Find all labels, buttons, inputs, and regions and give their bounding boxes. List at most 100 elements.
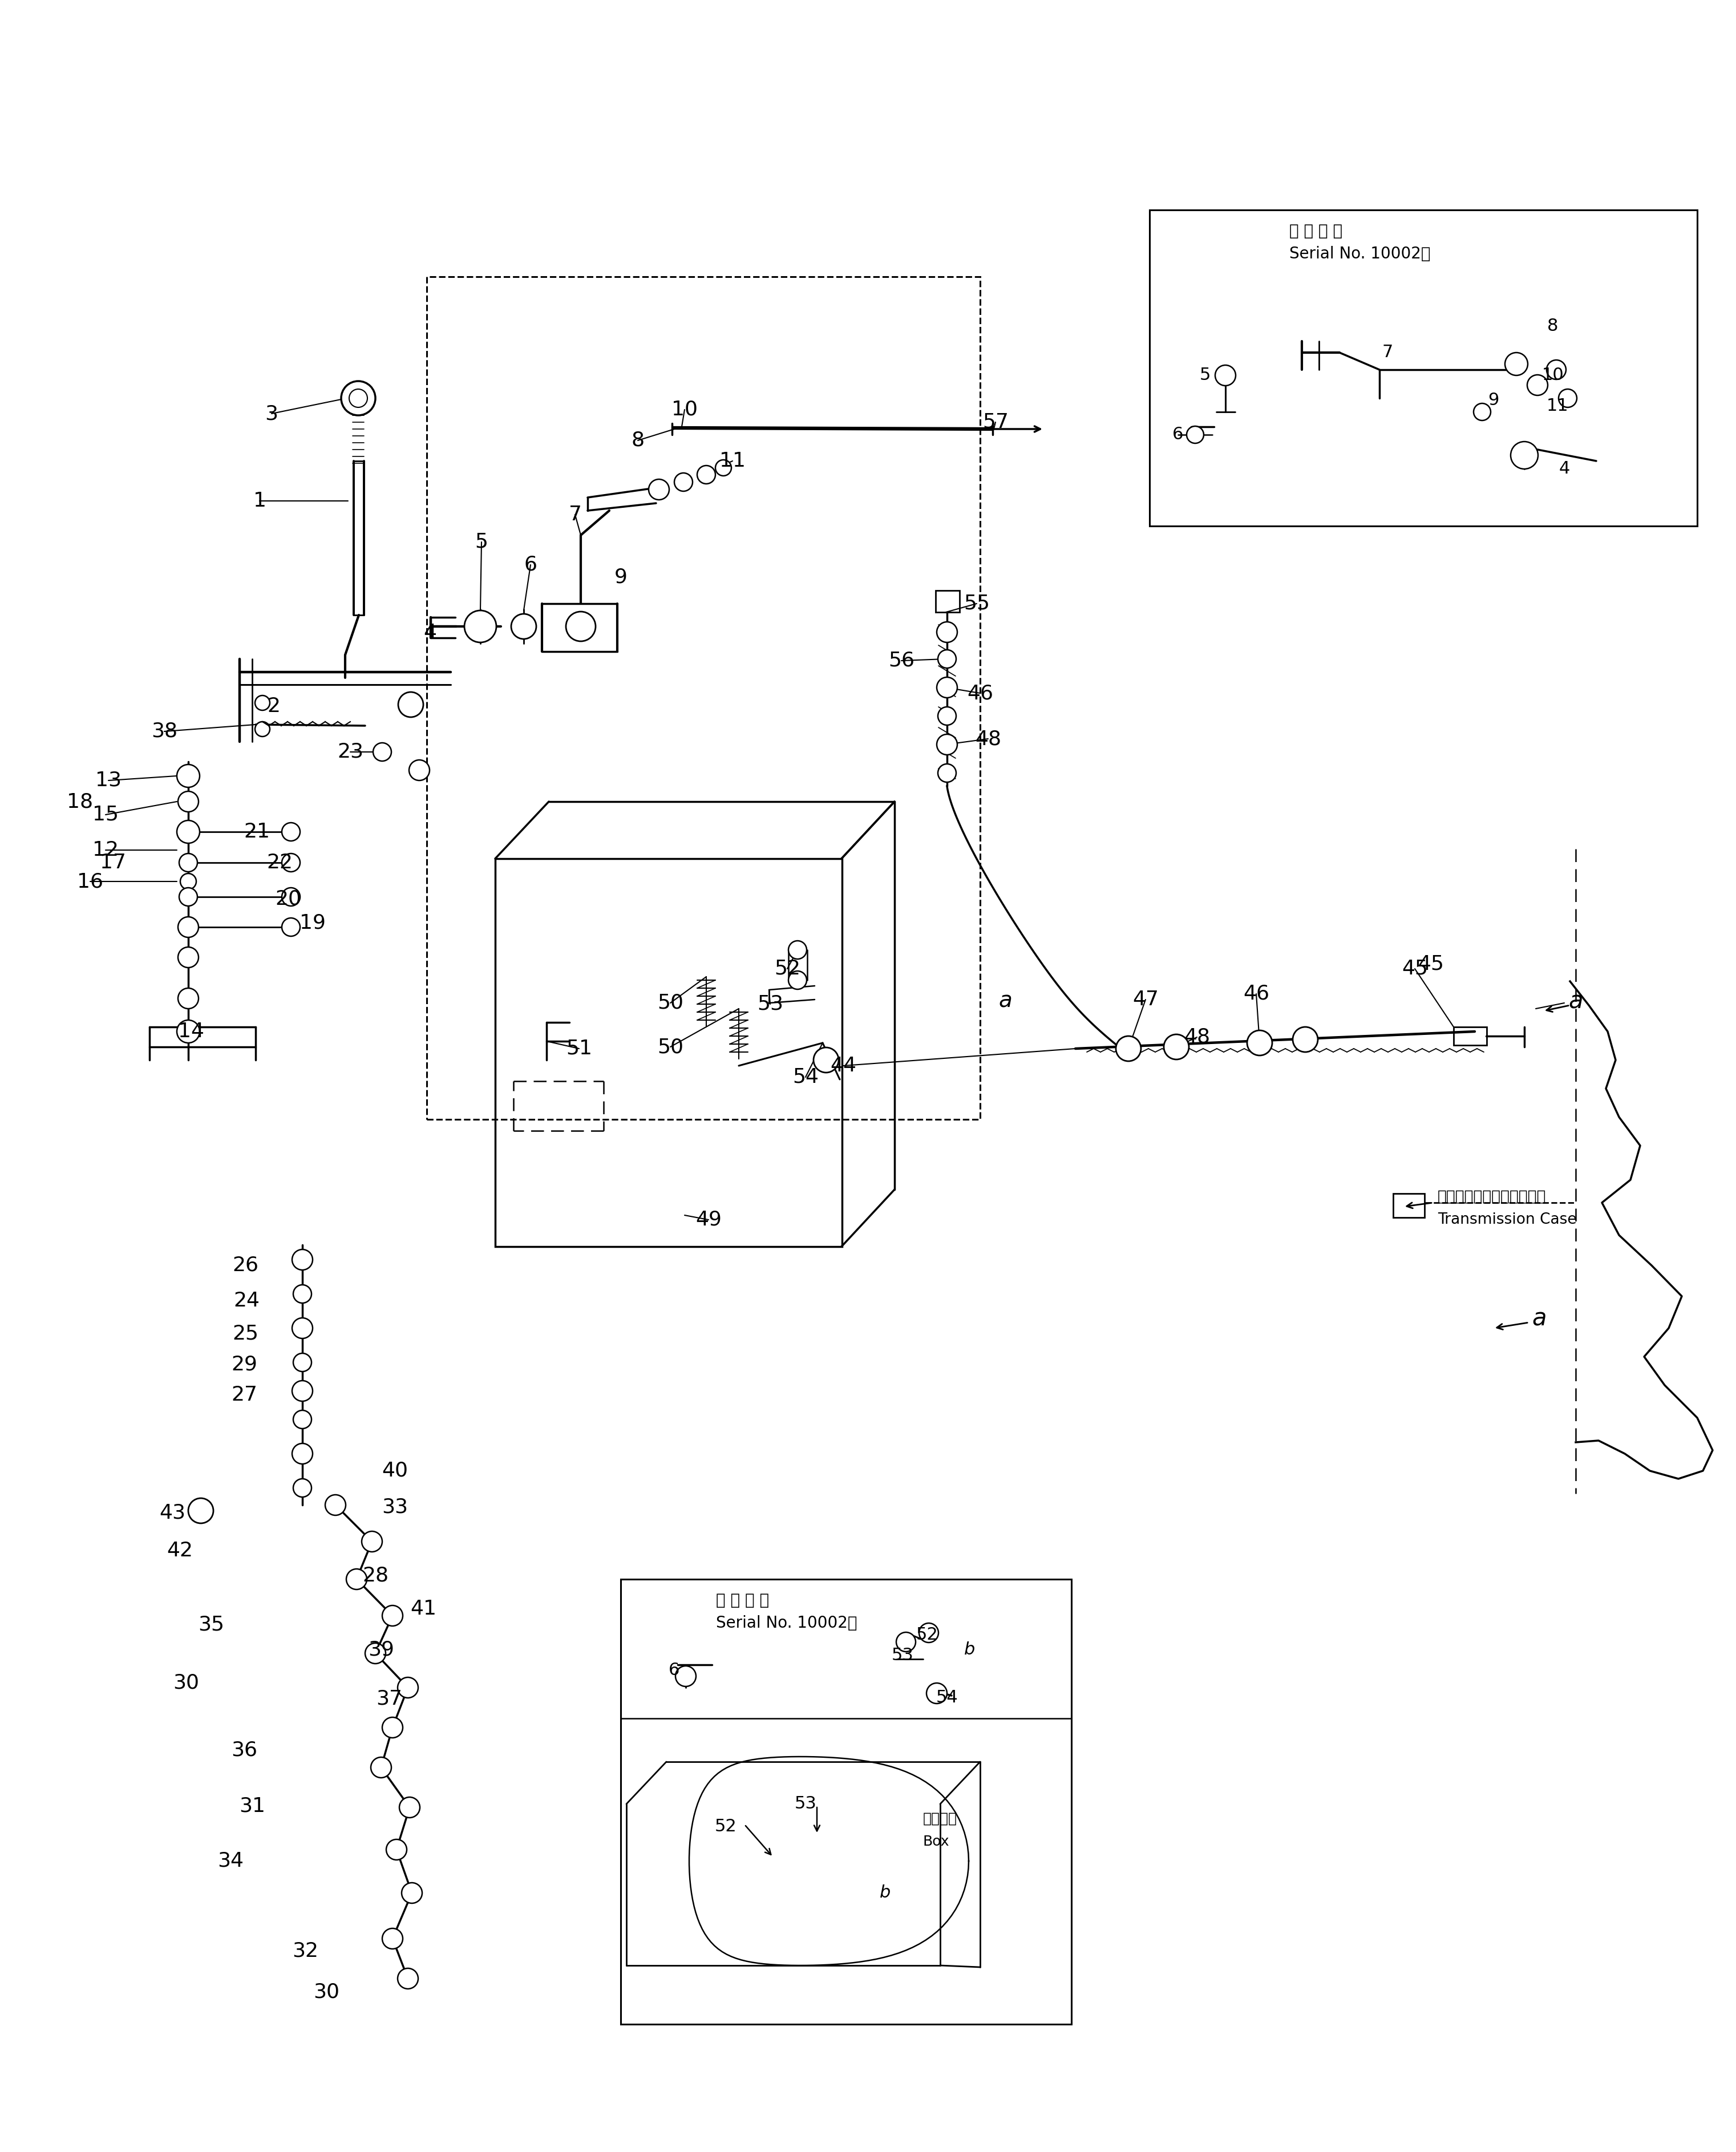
Text: 適 用 号 機: 適 用 号 機	[1290, 224, 1342, 239]
Circle shape	[382, 1928, 403, 1950]
Text: b: b	[963, 1642, 976, 1659]
Text: 40: 40	[382, 1461, 408, 1481]
Text: 10: 10	[1542, 368, 1564, 383]
Text: 8: 8	[632, 430, 644, 450]
Circle shape	[788, 940, 807, 960]
Circle shape	[179, 792, 198, 811]
Text: a: a	[1531, 1306, 1547, 1332]
Text: 39: 39	[368, 1640, 394, 1659]
Text: 31: 31	[240, 1797, 266, 1816]
Text: 1: 1	[253, 491, 266, 510]
Text: 29: 29	[231, 1356, 257, 1375]
Text: 45: 45	[1418, 955, 1444, 975]
Text: 3: 3	[266, 405, 278, 424]
Circle shape	[1474, 402, 1491, 420]
Circle shape	[715, 461, 731, 476]
Circle shape	[281, 854, 300, 872]
Text: Transmission Case: Transmission Case	[1437, 1212, 1576, 1227]
Circle shape	[292, 1250, 312, 1270]
Text: 24: 24	[233, 1291, 260, 1311]
Text: 41: 41	[410, 1599, 436, 1618]
Text: 53: 53	[795, 1795, 816, 1812]
Circle shape	[187, 1498, 214, 1524]
Circle shape	[255, 695, 269, 710]
Text: 18: 18	[66, 792, 94, 811]
Circle shape	[814, 1048, 838, 1072]
Circle shape	[1215, 366, 1236, 385]
Circle shape	[382, 1605, 403, 1627]
Circle shape	[372, 1758, 391, 1778]
Circle shape	[937, 650, 957, 667]
Circle shape	[1187, 426, 1203, 443]
Circle shape	[365, 1644, 385, 1663]
Circle shape	[398, 1676, 418, 1698]
Text: 38: 38	[151, 721, 177, 740]
Text: 14: 14	[179, 1022, 205, 1042]
Text: 54: 54	[792, 1067, 819, 1087]
Text: 57: 57	[983, 413, 1009, 433]
Text: 6: 6	[1172, 426, 1184, 443]
Text: a: a	[1568, 990, 1583, 1014]
Circle shape	[937, 706, 957, 725]
Circle shape	[255, 721, 269, 736]
Circle shape	[649, 480, 668, 499]
Text: 20: 20	[274, 889, 302, 908]
Circle shape	[566, 611, 595, 641]
Text: 54: 54	[936, 1689, 958, 1707]
Circle shape	[361, 1532, 382, 1552]
Text: Serial No. 10002～: Serial No. 10002～	[1290, 245, 1430, 263]
Circle shape	[325, 1496, 345, 1515]
Text: 9: 9	[615, 568, 627, 587]
Circle shape	[349, 390, 368, 407]
Text: 15: 15	[92, 805, 118, 824]
Text: 5: 5	[1200, 368, 1210, 383]
Circle shape	[385, 1840, 406, 1859]
Text: a: a	[998, 990, 1012, 1011]
Circle shape	[401, 1883, 422, 1902]
Text: 36: 36	[231, 1741, 257, 1760]
Circle shape	[177, 1020, 200, 1044]
Circle shape	[1559, 390, 1576, 407]
Text: 22: 22	[266, 852, 293, 872]
Circle shape	[179, 889, 198, 906]
Text: 13: 13	[95, 770, 122, 790]
Text: 53: 53	[757, 994, 783, 1014]
Text: 33: 33	[382, 1498, 408, 1517]
Circle shape	[398, 693, 424, 717]
Circle shape	[1547, 359, 1566, 379]
Circle shape	[179, 947, 198, 968]
Circle shape	[927, 1683, 948, 1704]
Circle shape	[1293, 1027, 1318, 1052]
Circle shape	[293, 1410, 311, 1429]
Circle shape	[698, 465, 715, 484]
Text: 10: 10	[672, 400, 698, 420]
Text: 12: 12	[92, 841, 118, 861]
Text: b: b	[880, 1885, 891, 1900]
Text: 47: 47	[1132, 990, 1158, 1009]
Circle shape	[179, 854, 198, 872]
Circle shape	[177, 820, 200, 844]
Text: 27: 27	[231, 1386, 257, 1405]
Text: 46: 46	[967, 684, 993, 704]
Circle shape	[399, 1797, 420, 1818]
Text: 50: 50	[658, 994, 684, 1014]
Text: 45: 45	[1401, 960, 1429, 979]
Circle shape	[281, 889, 300, 906]
Text: 7: 7	[1382, 344, 1392, 362]
Circle shape	[382, 1717, 403, 1739]
Circle shape	[896, 1631, 915, 1651]
Bar	[621, 1580, 1071, 2025]
Text: 4: 4	[424, 624, 437, 643]
Text: 6: 6	[524, 555, 536, 575]
Text: 52: 52	[774, 960, 800, 979]
Circle shape	[293, 1285, 311, 1304]
Text: 43: 43	[160, 1504, 186, 1524]
Bar	[495, 859, 842, 1246]
Text: 42: 42	[167, 1541, 193, 1560]
Circle shape	[281, 919, 300, 936]
Text: 46: 46	[1243, 983, 1269, 1003]
Text: 52: 52	[917, 1627, 937, 1642]
Circle shape	[674, 473, 693, 491]
Circle shape	[373, 742, 391, 762]
Circle shape	[937, 622, 957, 643]
